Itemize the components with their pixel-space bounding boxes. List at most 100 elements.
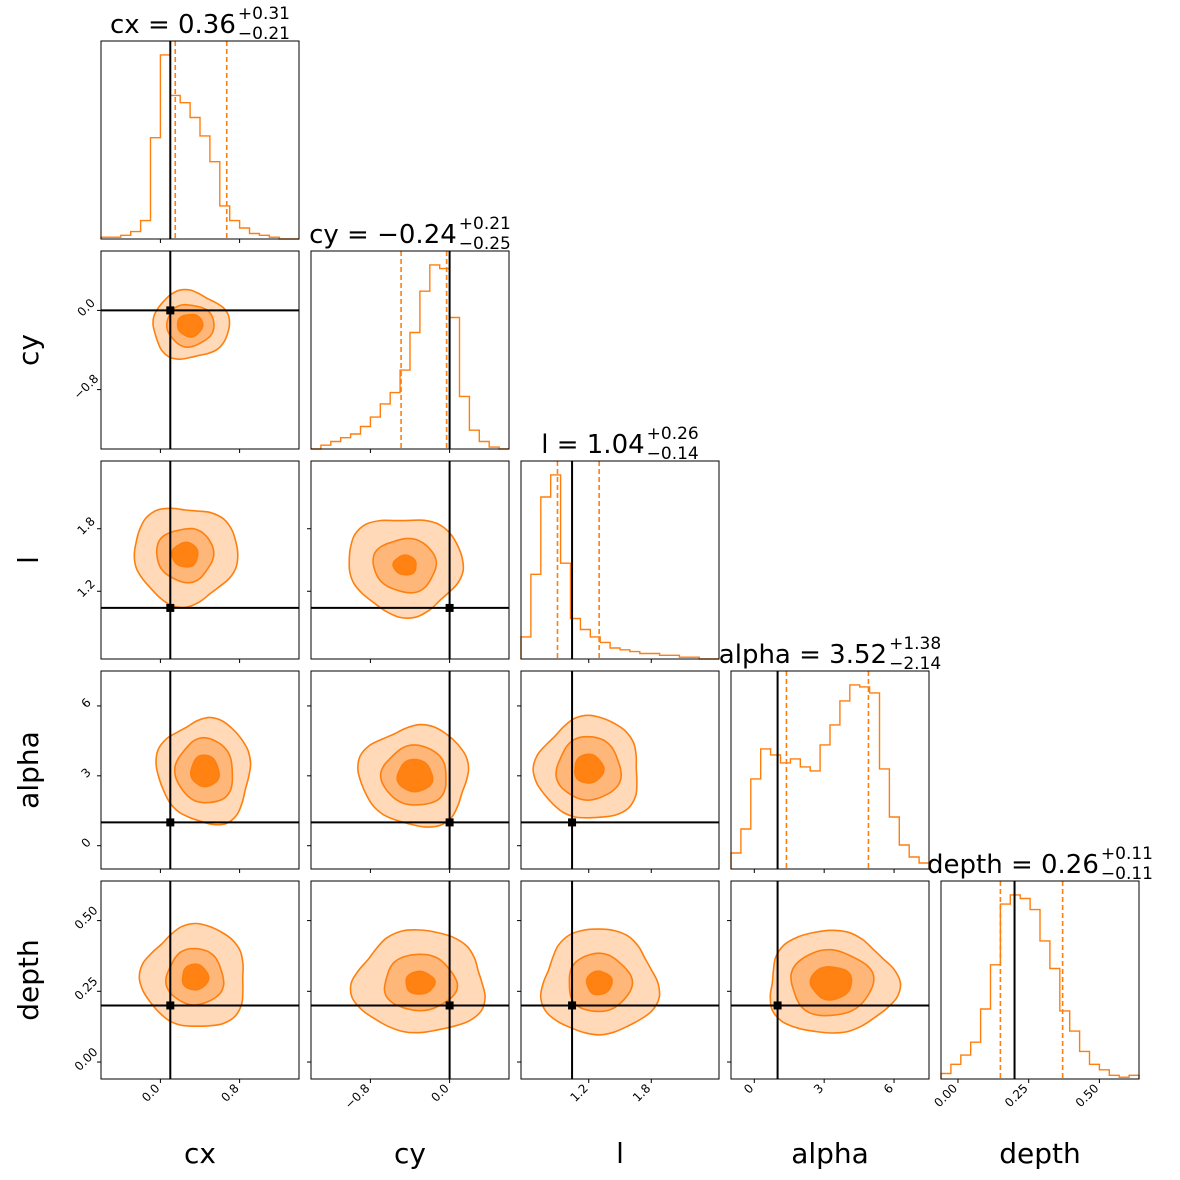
- contour-panel-cy-l: [310, 460, 510, 660]
- histogram-cx: [100, 54, 299, 240]
- y-tick-label-alpha: 3: [79, 765, 94, 780]
- title-main-alpha: alpha = 3.52: [719, 640, 887, 670]
- truth-marker: [445, 1001, 454, 1010]
- hist-frame: [940, 880, 1140, 1080]
- x-tick-label-alpha: 6: [881, 1081, 896, 1096]
- contour-inner: [585, 970, 613, 996]
- x-tick-label-alpha: 3: [811, 1081, 826, 1096]
- hist-frame: [520, 460, 720, 660]
- title-sup-l: +0.26: [647, 424, 699, 444]
- title-alpha: alpha = 3.52 +1.38−2.14: [719, 634, 941, 674]
- panel-frame: [100, 670, 300, 870]
- y-tick-label-cy: 0.0: [74, 296, 97, 319]
- title-sup-cx: +0.31: [238, 4, 290, 24]
- x-axis-label-cy: cy: [394, 1137, 426, 1170]
- x-tick-label-cx: 0.0: [139, 1081, 162, 1104]
- truth-marker: [773, 1001, 782, 1010]
- panel-frame: [520, 880, 720, 1080]
- contour-panel-cy-depth: [310, 880, 510, 1080]
- y-axis-label-depth: depth: [12, 939, 45, 1021]
- x-tick-label-alpha: 0: [741, 1081, 756, 1096]
- hist-panel-l: [520, 460, 720, 660]
- y-tick-label-depth: 0.25: [72, 974, 101, 1003]
- hist-panel-alpha: [730, 670, 930, 870]
- title-sup-alpha: +1.38: [889, 634, 941, 654]
- hist-frame-bg: [101, 41, 299, 239]
- contour-panel-cx-alpha: [100, 670, 300, 870]
- contour-inner: [170, 541, 199, 568]
- panel-frame: [310, 670, 510, 870]
- hist-panel-cx: [100, 40, 300, 240]
- y-tick-label-l: 1.2: [74, 577, 97, 600]
- y-tick-label-depth: 0.50: [72, 903, 101, 932]
- contour-inner: [181, 963, 210, 991]
- histogram-cy: [311, 264, 509, 450]
- y-axis-label-cy: cy: [12, 334, 45, 366]
- x-tick-label-cy: 0.0: [428, 1081, 451, 1104]
- contour-inner: [405, 970, 436, 995]
- panel-frame: [310, 460, 510, 660]
- contour-panel-l-alpha: [520, 670, 720, 870]
- title-cy: cy = −0.24 +0.21−0.25: [309, 214, 511, 254]
- truth-marker: [166, 818, 175, 827]
- x-axis-label-depth: depth: [999, 1137, 1081, 1170]
- title-main-cx: cx = 0.36: [110, 10, 236, 40]
- contour-panel-cx-cy: [100, 250, 300, 450]
- title-sub-cy: −0.25: [459, 234, 511, 254]
- histogram-alpha: [730, 684, 930, 869]
- x-tick-label-depth: 0.00: [931, 1081, 960, 1110]
- contour-inner: [396, 758, 434, 793]
- y-axis-label-alpha: alpha: [12, 731, 45, 809]
- panel-frame: [100, 880, 300, 1080]
- x-tick-label-l: 1.2: [567, 1081, 590, 1104]
- x-tick-label-l: 1.8: [630, 1081, 653, 1104]
- contour-inner: [809, 966, 853, 1001]
- panel-frame: [310, 880, 510, 1080]
- contour-panel-alpha-depth: [730, 880, 930, 1080]
- title-sub-depth: −0.11: [1101, 864, 1153, 884]
- truth-marker: [166, 306, 175, 315]
- title-main-cy: cy = −0.24: [309, 220, 457, 250]
- y-tick-label-cy: −0.8: [71, 372, 102, 403]
- title-sup-depth: +0.11: [1101, 844, 1153, 864]
- title-sub-l: −0.14: [647, 444, 699, 464]
- x-tick-label-depth: 0.50: [1073, 1081, 1102, 1110]
- x-tick-label-depth: 0.25: [1002, 1081, 1031, 1110]
- hist-frame-bg: [731, 671, 929, 869]
- truth-marker: [568, 818, 577, 827]
- hist-frame: [730, 670, 930, 870]
- contour-inner: [189, 754, 220, 788]
- title-main-l: l = 1.04: [541, 430, 644, 460]
- x-tick-label-cx: 0.8: [218, 1081, 241, 1104]
- x-axis-label-alpha: alpha: [791, 1137, 869, 1170]
- contour-panel-cx-l: [100, 460, 300, 660]
- title-depth: depth = 0.26 +0.11−0.11: [927, 844, 1153, 884]
- y-tick-label-l: 1.8: [74, 514, 97, 537]
- title-cx: cx = 0.36 +0.31−0.21: [110, 4, 290, 44]
- contour-panel-cy-alpha: [310, 670, 510, 870]
- truth-marker: [166, 1001, 175, 1010]
- y-tick-label-alpha: 6: [79, 695, 94, 710]
- title-sub-cx: −0.21: [238, 24, 290, 44]
- x-axis-label-l: l: [616, 1137, 624, 1170]
- title-sub-alpha: −2.14: [889, 654, 941, 674]
- contour-inner: [392, 554, 417, 576]
- panel-frame: [520, 670, 720, 870]
- y-tick-label-depth: 0.00: [72, 1045, 101, 1074]
- panel-frame: [730, 880, 930, 1080]
- truth-marker: [445, 603, 454, 612]
- contour-panel-l-depth: [520, 880, 720, 1080]
- histogram-depth: [940, 894, 1140, 1079]
- y-axis-label-l: l: [12, 556, 45, 564]
- hist-panel-depth: [940, 880, 1140, 1080]
- truth-marker: [445, 818, 454, 827]
- contour-inner: [176, 313, 204, 338]
- truth-marker: [568, 1001, 577, 1010]
- title-main-depth: depth = 0.26: [927, 850, 1099, 880]
- y-tick-label-alpha: 0: [79, 835, 94, 850]
- panel-frame: [100, 460, 300, 660]
- contour-panel-cx-depth: [100, 880, 300, 1080]
- title-sup-cy: +0.21: [459, 214, 511, 234]
- hist-panel-cy: [310, 250, 510, 450]
